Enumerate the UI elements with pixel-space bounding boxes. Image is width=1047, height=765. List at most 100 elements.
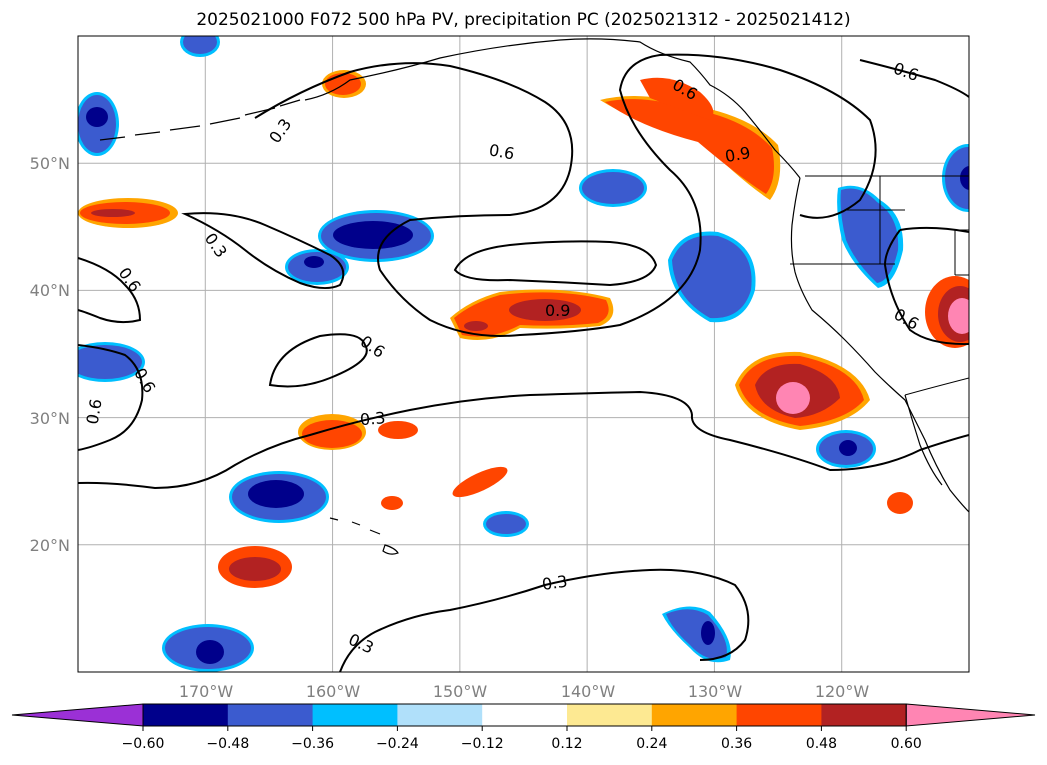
lon-label: 170°W	[179, 682, 234, 701]
coastline-alaska	[304, 38, 801, 179]
gridlines	[78, 36, 969, 672]
contour-label: 0.6	[488, 140, 516, 163]
negative-anomaly-patches	[78, 36, 969, 672]
latitude-labels: 20°N 30°N 40°N 50°N	[30, 154, 70, 555]
colorbar-segment	[567, 704, 653, 726]
colorbar-segment	[227, 704, 314, 726]
contour-label: 0.9	[545, 301, 570, 320]
precip-patch	[183, 36, 217, 54]
precip-patch	[378, 421, 418, 439]
pv-contours	[78, 53, 969, 672]
precip-patch	[229, 557, 281, 581]
contour-line	[859, 59, 969, 98]
precip-patch	[86, 107, 108, 127]
contour-line	[78, 344, 144, 451]
colorbar-ticks: −0.60 −0.48 −0.36 −0.24 −0.12 0.12 0.24 0.36 0.4…	[122, 726, 922, 752]
precip-patch	[672, 235, 752, 319]
contour-label: 0.3	[265, 115, 295, 147]
colorbar-extend-low	[11, 703, 144, 727]
colorbar	[11, 703, 1036, 727]
border-us-mexico	[904, 377, 969, 396]
contour-line	[254, 53, 877, 337]
coastline-baja	[904, 394, 943, 486]
contour-line	[268, 333, 368, 388]
precip-patch	[666, 609, 727, 659]
contour-line	[339, 568, 750, 672]
precip-patch	[948, 298, 969, 334]
coastlines	[99, 38, 969, 555]
coastline-aleutians	[99, 99, 301, 141]
precip-patch	[776, 382, 810, 414]
contour-line	[883, 226, 969, 346]
precipitation-shading	[78, 36, 969, 672]
precip-patch	[78, 345, 142, 379]
colorbar-tick-label: 0.12	[551, 736, 582, 752]
colorbar-tick-label: −0.24	[376, 736, 419, 752]
colorbar-tick-label: −0.48	[206, 736, 249, 752]
lon-label: 120°W	[815, 682, 870, 701]
contour-line	[181, 212, 345, 289]
precip-patch	[509, 299, 581, 321]
lon-label: 130°W	[688, 682, 743, 701]
precip-patch	[640, 77, 714, 120]
precip-patch	[452, 466, 508, 498]
longitude-labels: 170°W 160°W 150°W 140°W 130°W 120°W	[179, 682, 870, 701]
precip-patch	[302, 420, 362, 448]
contour-label: 0.9	[723, 143, 751, 166]
colorbar-segment	[821, 704, 907, 726]
colorbar-tick-label: −0.60	[122, 736, 165, 752]
contour-line	[78, 257, 142, 324]
contour-label: 0.6	[891, 304, 923, 333]
precip-patch	[333, 221, 413, 249]
positive-anomaly-patches	[78, 70, 969, 588]
contour-label: 0.6	[357, 332, 389, 362]
colorbar-segment	[312, 704, 398, 726]
precip-patch	[464, 321, 488, 331]
precip-patch	[839, 440, 857, 456]
precip-patch	[840, 188, 899, 283]
map-title: 2025021000 F072 500 hPa PV, precipitatio…	[196, 10, 851, 30]
colorbar-outline	[142, 703, 907, 727]
colorbar-tick-label: 0.60	[891, 736, 922, 752]
colorbar-segment	[482, 704, 568, 726]
contour-label: 0.3	[359, 408, 386, 429]
lon-label: 160°W	[306, 682, 361, 701]
contour-label: 0.3	[541, 572, 569, 594]
lat-label: 20°N	[30, 536, 70, 555]
precip-patch	[381, 496, 403, 510]
colorbar-tick-label: −0.12	[461, 736, 504, 752]
contour-label: 0.6	[83, 397, 106, 425]
precip-patch	[91, 209, 135, 217]
precip-patch	[701, 621, 715, 645]
precip-patch	[248, 480, 304, 508]
precip-patch	[945, 147, 969, 209]
colorbar-extend-high	[905, 703, 1036, 727]
coastline-west-coast	[790, 177, 969, 513]
map-frame	[77, 35, 970, 673]
colorbar-segment	[397, 704, 483, 726]
precip-patch	[887, 492, 913, 514]
contour-label: 0.6	[891, 58, 921, 85]
map-panel: 0.3 0.6 0.6 0.3 0.6 0.6 0.6 0.9 0.6 0.6 …	[78, 36, 969, 672]
colorbar-segment	[143, 704, 229, 726]
colorbar-tick-label: −0.36	[291, 736, 334, 752]
colorbar-segment	[651, 704, 738, 726]
lon-label: 150°W	[433, 682, 488, 701]
lat-label: 40°N	[30, 281, 70, 300]
contour-line	[78, 390, 969, 490]
colorbar-segment	[736, 704, 822, 726]
precip-patch	[304, 256, 324, 268]
border-states	[790, 176, 969, 276]
colorbar-tick-label: 0.48	[806, 736, 837, 752]
precip-patch	[486, 514, 526, 534]
borders	[790, 175, 969, 396]
lon-label: 140°W	[561, 682, 616, 701]
colorbar-tick-label: 0.36	[721, 736, 752, 752]
precip-patch	[582, 172, 644, 204]
coastline-hawaii	[329, 517, 399, 555]
precip-patch	[196, 640, 224, 664]
precip-patch	[605, 99, 774, 194]
colorbar-tick-label: 0.24	[636, 736, 667, 752]
lat-label: 30°N	[30, 409, 70, 428]
